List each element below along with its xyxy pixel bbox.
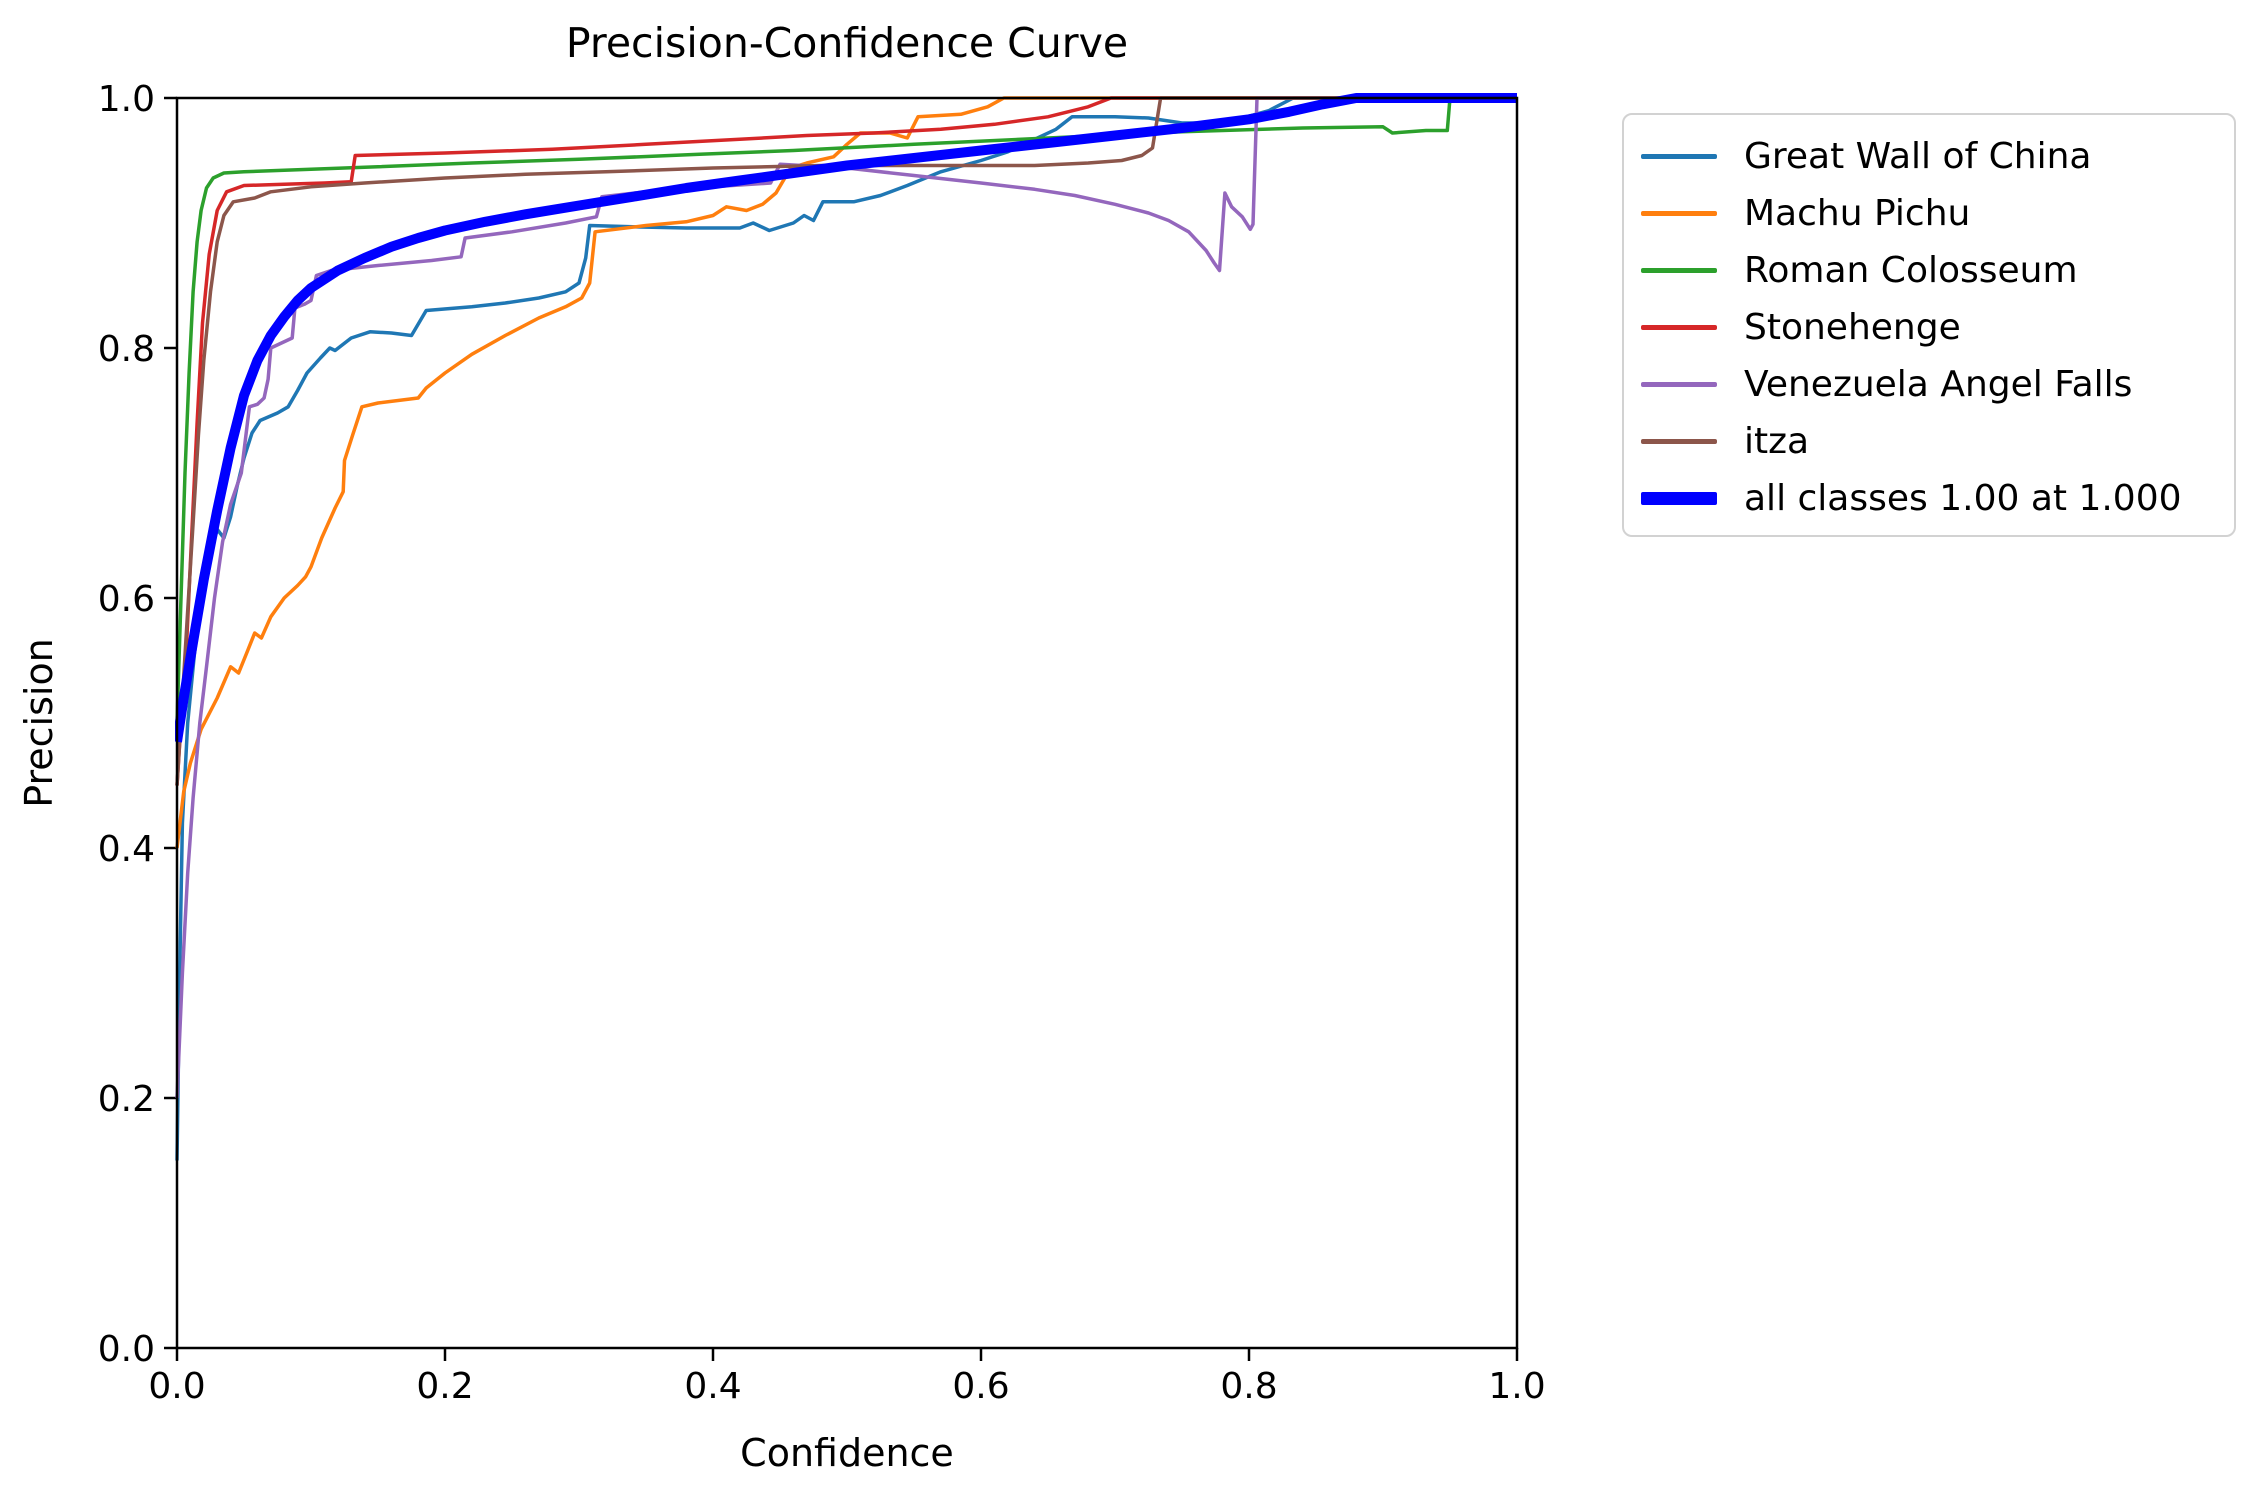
axes-layer: 0.0 0.2 0.4 0.6 0.8 1.0 0.0 0.2 0.4 0.6 0.8 1.0: [98, 79, 1546, 1407]
legend-item: all classes 1.00 at 1.000: [1641, 470, 2234, 527]
legend-item: Roman Colosseum: [1641, 242, 2234, 299]
x-tick-label: 1.0: [1488, 1366, 1545, 1407]
legend-label: all classes 1.00 at 1.000: [1744, 477, 2182, 519]
legend-item: Stonehenge: [1641, 299, 2234, 356]
series-line-roman-colosseum: [175, 96, 1517, 724]
legend-label: Stonehenge: [1744, 306, 1961, 348]
legend-label: Roman Colosseum: [1744, 249, 2078, 291]
x-tick-label: 0.6: [952, 1366, 1009, 1407]
legend-label: Machu Pichu: [1744, 192, 1971, 234]
legend: Great Wall of China Machu Pichu Roman Colo…: [1622, 113, 2236, 537]
y-axis-label: Precision: [17, 638, 61, 808]
x-tick-label: 0.0: [148, 1366, 205, 1407]
y-tick-label: 0.4: [98, 829, 155, 870]
legend-item: Machu Pichu: [1641, 185, 2234, 242]
legend-line-sample: [1641, 325, 1717, 330]
y-tick-label: 0.2: [98, 1079, 155, 1120]
series-line-all-classes-1-00-at-1-000: [175, 93, 1517, 743]
legend-label: Venezuela Angel Falls: [1744, 363, 2133, 405]
series-line-venezuela-angel-falls: [175, 96, 1517, 1099]
series-line-stonehenge: [175, 96, 1517, 786]
legend-line-sample: [1641, 492, 1717, 505]
legend-line-sample: [1641, 382, 1717, 387]
y-tick-label: 1.0: [98, 79, 155, 120]
legend-items: Great Wall of China Machu Pichu Roman Colo…: [1641, 128, 2234, 527]
legend-label: Great Wall of China: [1744, 135, 2092, 177]
legend-line-sample: [1641, 211, 1717, 216]
x-tick-label: 0.2: [416, 1366, 473, 1407]
series-line-machu-pichu: [175, 96, 1517, 849]
series-line-itza: [175, 96, 1517, 786]
plot-border: [175, 96, 1519, 1350]
x-tick-label: 0.4: [684, 1366, 741, 1407]
chart-title: Precision-Confidence Curve: [566, 19, 1128, 67]
legend-item: itza: [1641, 413, 2234, 470]
legend-item: Venezuela Angel Falls: [1641, 356, 2234, 413]
legend-line-sample: [1641, 154, 1717, 159]
x-axis-label: Confidence: [740, 1431, 954, 1475]
x-tick-label: 0.8: [1220, 1366, 1277, 1407]
legend-line-sample: [1641, 268, 1717, 273]
legend-line-sample: [1641, 439, 1717, 444]
y-tick-label: 0.0: [98, 1329, 155, 1370]
legend-item: Great Wall of China: [1641, 128, 2234, 185]
y-tick-label: 0.6: [98, 579, 155, 620]
legend-label: itza: [1744, 420, 1810, 462]
series-layer: [175, 93, 1517, 1161]
y-tick-label: 0.8: [98, 329, 155, 370]
